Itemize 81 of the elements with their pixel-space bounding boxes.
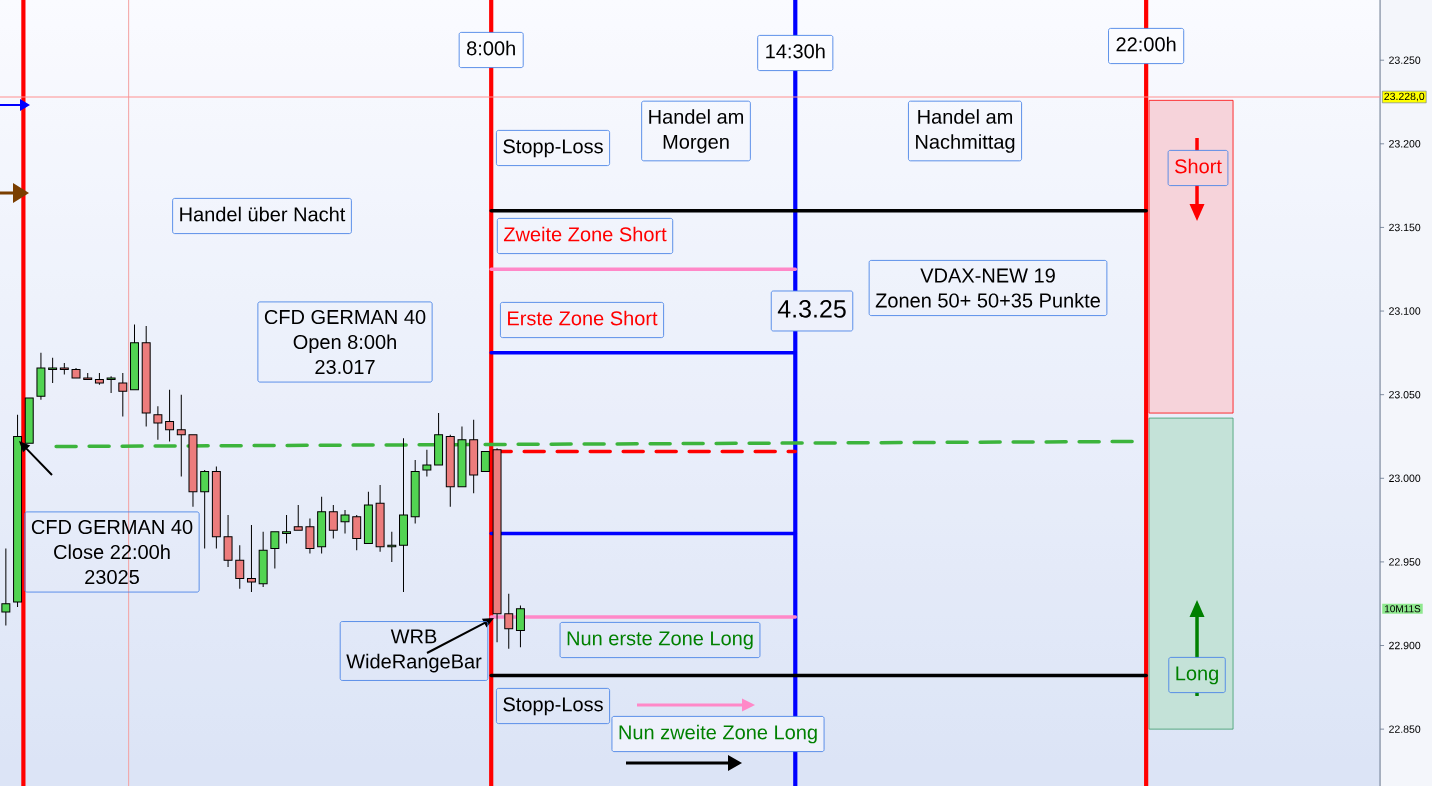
annotation: CFD GERMAN 40 [31,519,193,535]
annotation: WideRangeBar [346,653,482,673]
candlestick [515,604,525,648]
candlestick [293,504,303,531]
candlestick [130,323,139,391]
annotation: Nun erste Zone Long [567,631,753,650]
annotation: Stopp-Loss [503,139,603,158]
annotation: Nun zweite Zone Long [619,724,817,744]
candlestick [399,437,408,593]
candlestick [480,451,490,473]
candlestick [340,509,350,534]
y-tick-label: 23.000 [1389,474,1421,483]
candlestick [434,412,444,466]
annotation: Handel am [918,109,1013,124]
annotation: Zweite Zone Short [503,226,667,242]
candlestick [246,524,256,593]
candlestick [223,514,233,568]
candlestick [328,504,338,539]
candlestick [118,372,128,417]
annotation: WRB [390,629,437,644]
candlestick [492,447,502,643]
candlestick [363,491,373,545]
candlestick [504,593,514,650]
y-tick-label: 23.200 [1389,140,1421,148]
annotation: Stopp-Loss [503,697,603,716]
annotation: Zonen 50+ 50+35 Punkte [875,292,1100,308]
candlestick [59,362,69,376]
candlestick [457,425,467,488]
y-tick-label: 23.050 [1389,390,1421,399]
candlestick [410,459,420,524]
candlestick [352,514,362,551]
candlestick [48,357,58,384]
y-tick-label: 22.950 [1389,558,1421,566]
band-label: Short [1175,158,1222,174]
candlestick [106,375,116,394]
candlestick [94,372,104,386]
y-tick-label: 23.150 [1389,223,1421,232]
candlestick [188,434,198,508]
candlestick [422,449,432,478]
annotation: Handel am [649,109,744,124]
candlestick [235,544,245,590]
ref-line-label: 8:00h [467,40,515,56]
text: 10M11S [1384,605,1421,613]
candlestick [1,548,11,626]
annotation: Nachmittag [916,134,1015,153]
candlestick [375,484,385,553]
candlestick [258,531,268,588]
candlestick [211,466,221,550]
annotation: Handel über Nacht [180,206,346,222]
y-tick-label: 23.250 [1389,56,1421,64]
candlestick [305,517,315,555]
annotation: 23025 [85,569,139,585]
candlestick [200,469,210,550]
candlestick [270,531,280,570]
ref-line-label: 14:30h [766,43,825,59]
candlestick [387,531,397,563]
ref-line-label: 22:00h [1116,36,1176,52]
annotation: 23.017 [315,359,375,375]
y-tick-label: 22.850 [1389,725,1421,733]
annotation: Open 8:00h [293,334,396,354]
annotation: CFD GERMAN 40 [264,309,426,325]
annotation: 4.3.25 [777,300,846,318]
candlestick [282,514,292,545]
annotation: Morgen [663,134,729,153]
candlestick [176,394,186,478]
y-tick-label: 23.100 [1389,307,1421,315]
annotation: VDAX-NEW 19 [920,268,1055,283]
candlestick [445,434,455,508]
candlestick [165,389,175,442]
candlestick [83,372,93,381]
annotation: Erste Zone Short [508,310,658,326]
candlestick [36,352,46,401]
candlestick [469,419,479,494]
candlestick [71,367,81,379]
candlestick [317,496,327,555]
y-tick-label: 22.900 [1389,641,1421,650]
ref-line-label: 23.228,0 [1384,92,1425,102]
band-label: Long [1176,666,1218,685]
candlestick [153,405,163,441]
candlestick [141,325,151,427]
annotation: Close 22:00h [54,544,170,560]
